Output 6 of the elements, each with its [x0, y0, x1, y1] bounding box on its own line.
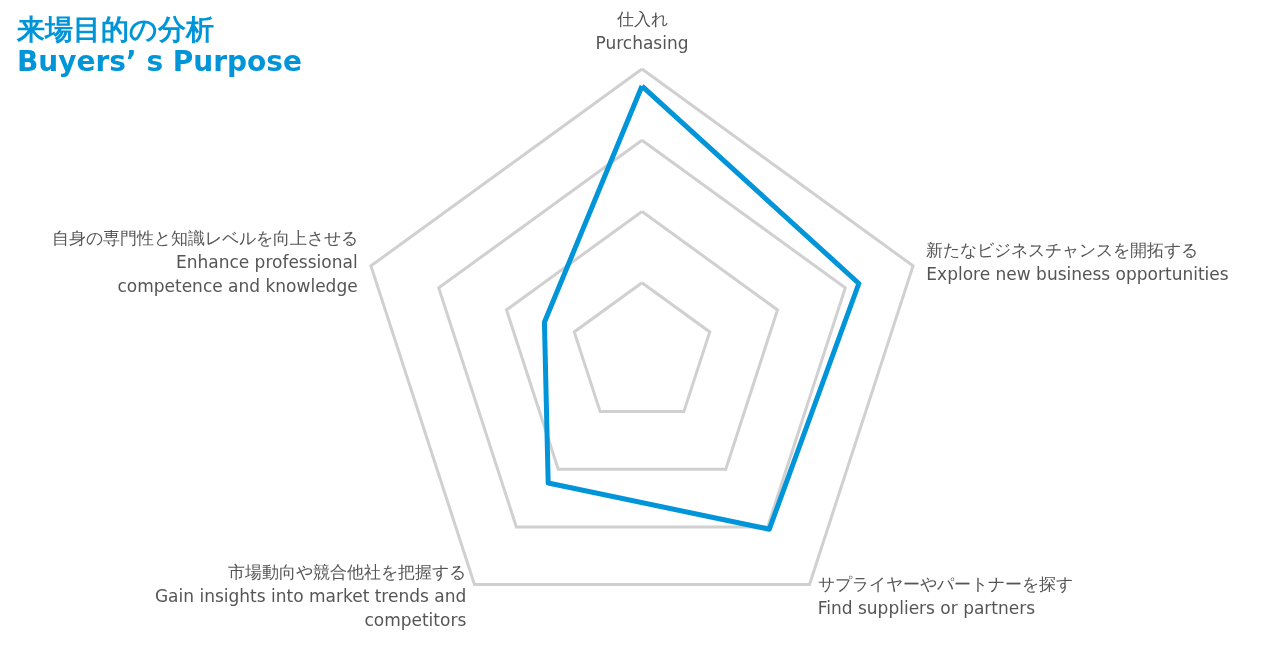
- spoke-label: 仕入れ Purchasing: [595, 8, 689, 53]
- text: 来場目的の分析 Buyers’ s Purpose: [16, 12, 302, 78]
- spoke-label: 市場動向や競合他社を把握する Gain insights into market trends and competitors: [154, 561, 467, 630]
- spoke-label: サプライヤーやパートナーを探す Find suppliers or partners: [817, 573, 1073, 618]
- spoke-label: 自身の専門性と知識レベルを向上させる Enhance professional competence and knowledge: [51, 227, 358, 296]
- spoke-label: 新たなビジネスチャンスを開拓する Explore new business opportunities: [926, 239, 1229, 284]
